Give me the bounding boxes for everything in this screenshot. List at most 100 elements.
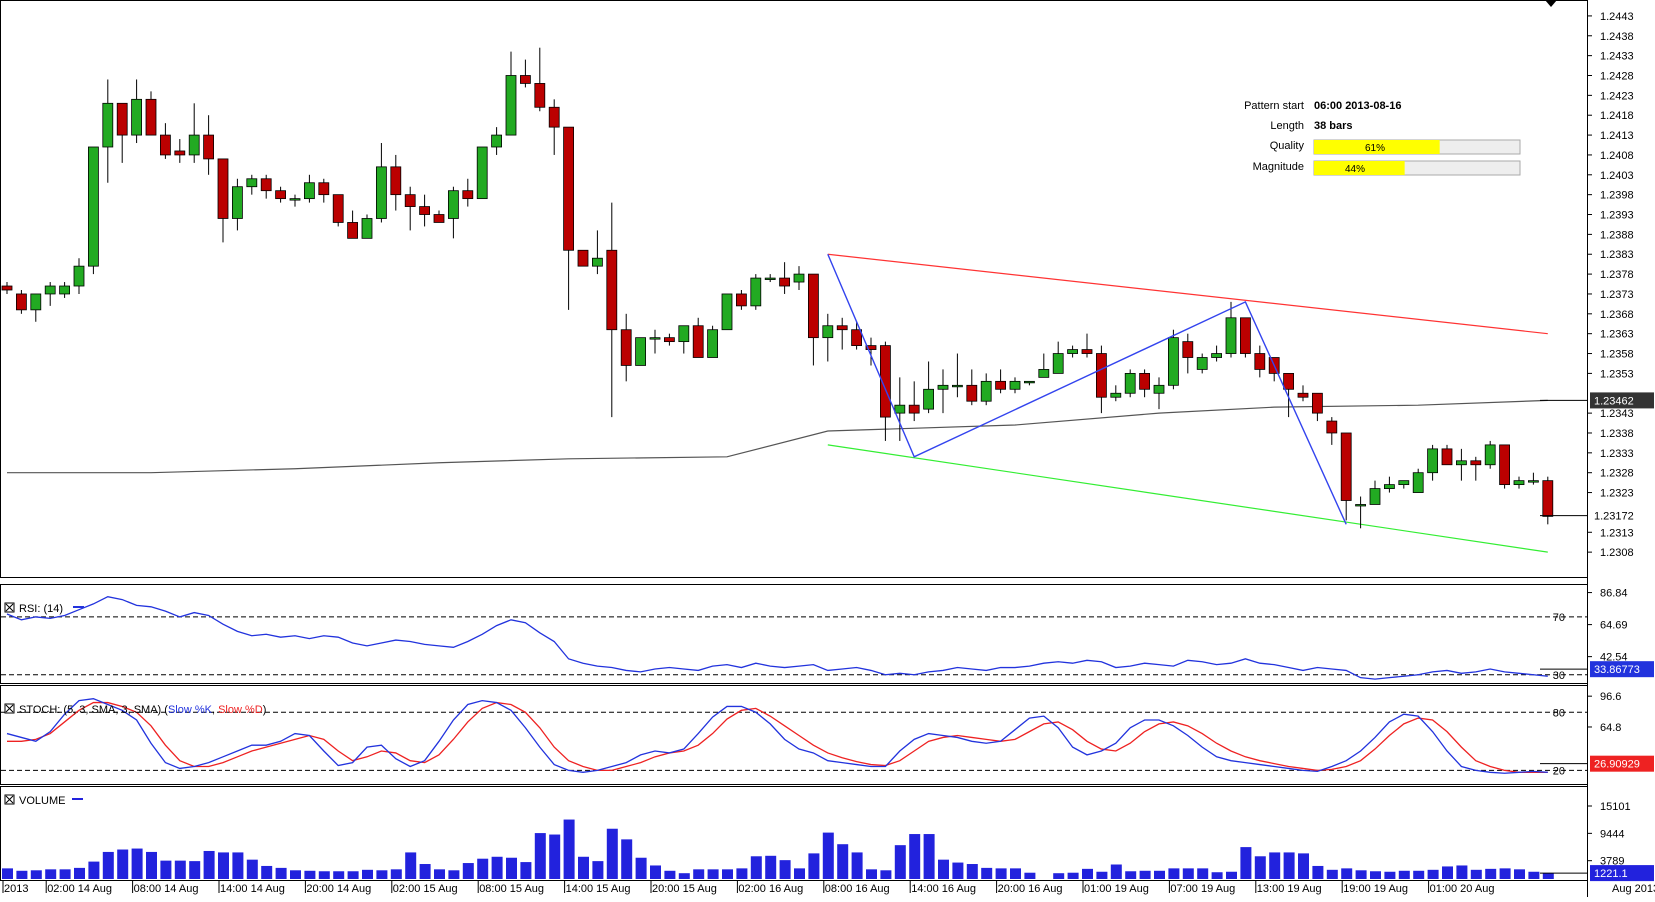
volume-bar [650,865,661,879]
candle [1182,333,1194,374]
price-tick-label: 1.2338 [1600,428,1634,440]
candle [1441,444,1453,466]
candle [1427,444,1438,481]
volume-bar [290,870,301,879]
chart-menu-arrow-icon[interactable] [1545,0,1557,7]
stoch-collapse-icon-x [5,704,14,713]
price-tick-label: 1.2388 [1600,229,1634,241]
candle-body [1312,392,1323,414]
candle-body [880,345,891,418]
volume-bar [736,868,748,879]
candle-body [131,98,143,136]
value-tags: 1.23462 1.23172 33.86773 26.90929 1221.1 [1540,392,1654,882]
time-label: 14:00 14 Aug [220,883,285,895]
volume-bar [966,864,978,879]
candle-body [822,325,834,339]
candle-body [1398,480,1410,486]
volume-bar [419,864,431,879]
candle-body [1326,420,1338,434]
candle-body [231,186,243,219]
volume-bar [1125,871,1137,879]
quality-label: Quality [1270,140,1305,152]
time-label: 14:00 16 Aug [911,883,976,895]
candle-body [1,285,13,291]
volume-bar [1110,864,1122,879]
volume-bar [678,873,690,879]
volume-tick-label: 3789 [1600,856,1624,868]
volume-bar [923,834,935,879]
volume-bar [1514,869,1525,879]
candle [1340,432,1352,521]
volume-bar [1298,853,1309,879]
candle-body [793,273,805,283]
price-tick-label: 1.2393 [1600,210,1634,222]
stoch-value-tag-box [1590,755,1654,772]
volume-bar [1485,868,1497,879]
candle-body [779,277,790,287]
volume-bar [405,852,417,879]
candle [1268,357,1280,382]
price-tick-label: 1.2328 [1600,468,1634,480]
candle [1254,345,1266,378]
volume-bar [621,839,633,879]
quality-bar-fill [1314,140,1440,154]
volume-bar [232,852,244,879]
volume-title: VOLUME [19,795,65,807]
candle-body [1528,480,1539,483]
candle-body [836,325,848,331]
candle [548,99,560,155]
volume-bar [88,861,100,879]
candle [592,230,603,275]
candle [433,210,445,223]
price-tick-label: 1.2418 [1600,110,1634,122]
rsi-collapse-icon-x [5,603,14,612]
time-label: 01:00 19 Aug [1084,883,1149,895]
volume-bar [1341,868,1353,879]
candle-body [174,150,186,156]
candle-body [664,337,675,343]
volume-bar [491,856,503,879]
rsi-line [6,595,1548,680]
candle [375,143,387,223]
candle-body [159,134,171,156]
candle [1168,329,1179,390]
candle [1297,385,1309,402]
candle-body [534,83,546,108]
candle [764,274,776,283]
candle-body [736,293,747,307]
rsi-value-tag-text: 33.86773 [1594,664,1640,676]
volume-bar [1010,868,1021,879]
volume-bar [146,851,157,879]
candle [1067,345,1078,358]
candle-body [620,329,632,366]
candle [520,59,531,88]
candle [73,258,85,294]
candle-body [44,285,56,295]
rsi-tick-label: 64.69 [1600,620,1628,632]
price-tick-label: 1.2428 [1600,70,1634,82]
volume-bar [362,869,373,879]
volume-bar [1384,871,1396,879]
candle-body [937,384,949,390]
candle [1542,476,1554,525]
price-tick-label: 1.2363 [1600,329,1634,341]
candle-body [966,384,978,402]
candle-body [1484,444,1496,466]
volume-bar [1197,868,1209,879]
candle-body [433,214,445,223]
price-tick-label: 1.2423 [1600,90,1634,102]
quality-value: 61% [1365,143,1385,154]
candle [577,249,589,267]
volume-bar [59,869,71,879]
candle [1470,456,1482,481]
candle-body [563,126,574,251]
candle-body [995,380,1006,390]
rsi-level-label: 30 [1553,670,1565,682]
time-axis: 2013 02:00 14 Aug 08:00 14 Aug 14:00 14 Aug… [2,881,1655,895]
candle [750,274,762,310]
volume-bar [592,861,604,879]
candle-body [750,277,762,307]
volume-bar [304,870,316,879]
candle [822,313,834,362]
candle-body [275,190,287,200]
